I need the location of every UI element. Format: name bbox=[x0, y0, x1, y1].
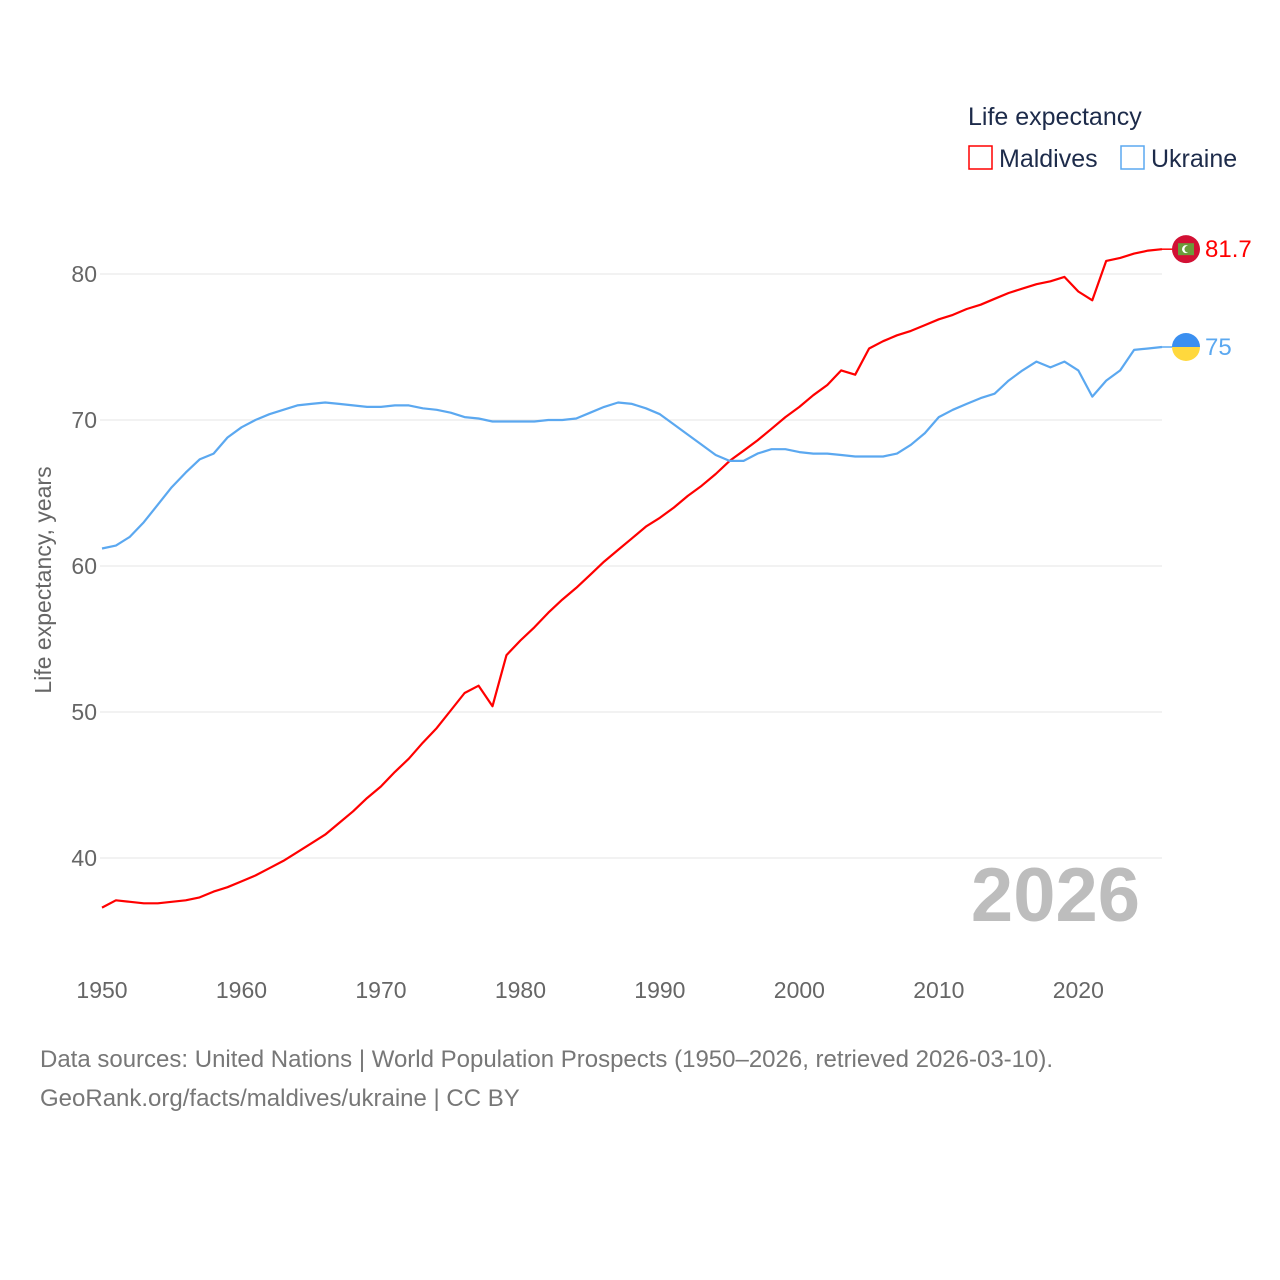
y-tick-label: 60 bbox=[71, 553, 97, 579]
x-tick-label: 1990 bbox=[634, 977, 685, 1003]
legend-label-maldives[interactable]: Maldives bbox=[999, 145, 1098, 173]
y-tick-label: 50 bbox=[71, 699, 97, 725]
x-tick-label: 1970 bbox=[355, 977, 406, 1003]
x-tick-label: 2020 bbox=[1053, 977, 1104, 1003]
flag-blue-half bbox=[1172, 333, 1200, 347]
legend-swatch-ukraine[interactable] bbox=[1120, 145, 1145, 170]
legend-title: Life expectancy bbox=[968, 103, 1142, 131]
x-tick-label: 2010 bbox=[913, 977, 964, 1003]
legend-swatch-maldives[interactable] bbox=[968, 145, 993, 170]
x-tick-label: 1950 bbox=[76, 977, 127, 1003]
y-tick-label: 80 bbox=[71, 261, 97, 287]
legend-label-ukraine[interactable]: Ukraine bbox=[1151, 145, 1237, 173]
y-tick-label: 40 bbox=[71, 845, 97, 871]
x-tick-label: 2000 bbox=[774, 977, 825, 1003]
maldives-flag-icon bbox=[1172, 235, 1200, 264]
crescent-cutout bbox=[1184, 245, 1192, 253]
x-tick-label: 1960 bbox=[216, 977, 267, 1003]
x-tick-label: 1980 bbox=[495, 977, 546, 1003]
series-line-ukraine[interactable] bbox=[101, 345, 1163, 550]
flag-yellow-half bbox=[1172, 347, 1200, 361]
end-value-label: 75 bbox=[1205, 334, 1232, 361]
line-chart: 40 50 60 70 80 1950 1960 1970 1980 1990 2000 2010 20… bbox=[30, 103, 1252, 1003]
data-source-text: Data sources: United Nations | World Pop… bbox=[40, 1046, 1054, 1073]
y-axis-label: Life expectancy, years bbox=[30, 466, 56, 693]
year-watermark: 2026 bbox=[971, 853, 1140, 938]
attribution-link[interactable]: GeoRank.org/facts/maldives/ukraine | CC … bbox=[40, 1085, 520, 1112]
end-value-label: 81.7 bbox=[1205, 236, 1252, 263]
series-line-maldives[interactable] bbox=[101, 248, 1163, 909]
ukraine-flag-icon bbox=[1172, 333, 1200, 361]
y-tick-label: 70 bbox=[71, 407, 97, 433]
